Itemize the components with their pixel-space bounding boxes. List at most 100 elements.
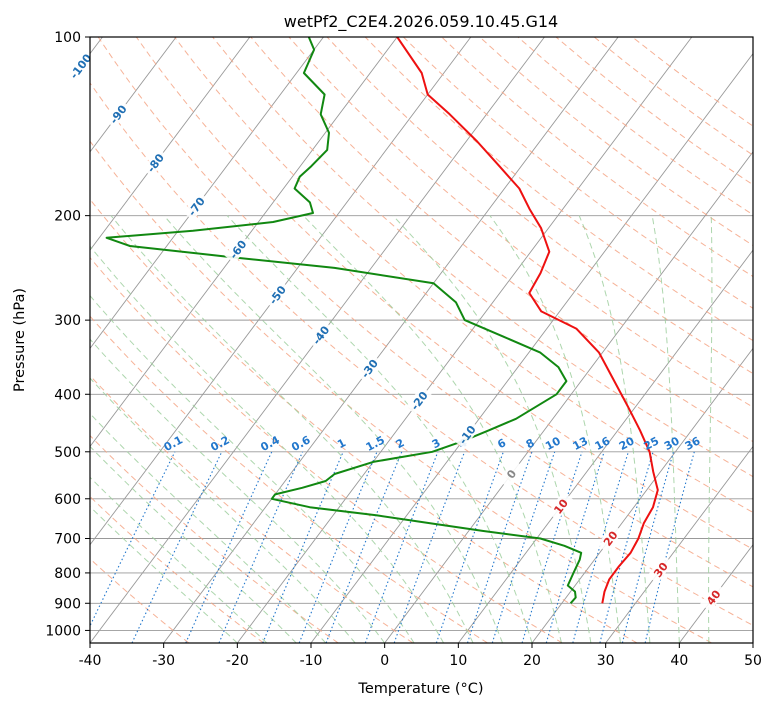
moist-adiabat [110,215,474,643]
isotherm--80 [90,37,251,251]
mixing-ratio-line [90,451,176,628]
mixing-ratio-line [393,451,466,643]
mixing-ratio-label: 0.2 [208,433,231,454]
dry-adiabat [212,37,753,478]
moist-adiabat [90,377,356,643]
mixing-ratio-label: 0.4 [258,433,282,454]
y-tick-label: 500 [54,445,81,461]
mixing-ratio-line [435,451,504,643]
dry-adiabat [90,82,753,626]
isotherm-50 [752,642,753,643]
moist-adiabat [489,215,621,643]
mixing-ratio-label: 25 [642,434,662,453]
mixing-ratio-line [491,451,556,643]
dry-adiabat [135,37,753,550]
isotherm--20 [236,37,693,643]
moist-adiabat [90,476,268,643]
chart-title: wetPf2_C2E4.2026.059.10.45.G14 [284,12,558,32]
dry-adiabat [90,140,712,643]
dry-adiabat [90,434,339,643]
dry-adiabat [517,37,753,216]
plot-frame [89,36,754,644]
dry-adiabat [364,37,753,342]
y-tick-label: 900 [54,596,81,612]
isotherm-label-bg [700,582,727,612]
moist-adiabat [90,245,445,643]
mixing-ratio-label: 36 [683,434,703,453]
axes: -40 -30 -20 -10 0 10 20 30 40 5010009008007006005… [45,30,762,669]
moist-adiabat [651,215,680,643]
profile-lines [105,37,659,604]
moist-adiabat [90,294,415,643]
mixing-ratio-line [621,451,675,643]
isotherm--30 [163,37,619,643]
moist-adiabat [163,215,503,643]
isotherm-label-bg [307,320,334,350]
x-tick-label: 20 [523,653,541,669]
y-tick-label: 200 [54,209,81,225]
moist-adiabat [90,412,327,643]
moist-adiabat [708,215,713,643]
moist-adiabat [90,338,386,643]
mixing-ratio-line [545,451,605,643]
mixing-ratio-label: 6 [495,436,508,451]
mixing-ratio-line [364,451,439,643]
moist-adiabat [302,215,562,643]
mixing-ratio-label: 20 [617,434,637,453]
isotherm-label-bg [263,280,291,309]
moist-adiabat [226,215,533,643]
dry-adiabat [90,256,563,643]
dewpoint-profile-line [105,37,583,604]
x-axis-title: Temperature (°C) [357,681,483,697]
y-axis-title: Pressure (hPa) [12,288,28,392]
mixing-ratio-line [325,451,403,643]
mixing-ratio-label: 30 [662,434,682,453]
isotherm-label-bg [182,191,209,221]
mixing-ratio-line [218,451,304,643]
dry-adiabat [90,374,414,643]
isotherm-label-bg [498,459,525,488]
dry-adiabat [97,37,753,588]
mixing-ratio-line [644,451,695,643]
mixing-ratio-line [262,451,344,643]
dry-adiabat [555,37,753,186]
y-tick-label: 800 [54,566,81,582]
isotherm-20 [531,347,753,643]
mixing-ratio-label: 0.1 [162,433,185,454]
mixing-ratio-line [572,451,629,643]
isotherm-label-bg [104,99,131,129]
isotherm-label-bg [224,234,251,264]
mixing-ratio-label: 13 [571,434,591,453]
y-tick-label: 300 [54,313,81,329]
x-tick-label: 30 [597,653,615,669]
dry-adiabat [403,37,753,309]
dry-adiabat [288,37,753,408]
isotherm--70 [90,37,324,350]
x-tick-label: -40 [79,653,102,669]
background-grid [90,37,753,643]
isotherm--10 [310,52,753,643]
dry-adiabat [326,37,753,375]
x-tick-label: -20 [226,653,249,669]
temperature-profile-line [396,37,659,604]
y-tick-label: 1000 [45,623,81,639]
isotherm-label-bg [142,148,169,177]
x-tick-label: 50 [744,653,762,669]
isotherm-label-bg [596,523,623,553]
isotherm-label-bg [647,555,674,584]
mixing-ratio-line [466,451,533,643]
isotherm-label-bg [547,491,574,521]
x-tick-label: 40 [670,653,688,669]
x-tick-label: 10 [449,653,467,669]
isotherm-40 [678,544,753,643]
isotherm--60 [90,37,398,448]
x-tick-label: 0 [380,653,389,669]
isotherm-label-bg [453,420,480,449]
y-tick-label: 600 [54,492,81,508]
mixing-ratio-label: 10 [543,434,563,453]
mixing-ratio-label: 16 [593,434,613,453]
isotherm-10 [457,249,753,643]
y-tick-label: 400 [54,387,81,403]
y-tick-label: 100 [54,30,81,46]
